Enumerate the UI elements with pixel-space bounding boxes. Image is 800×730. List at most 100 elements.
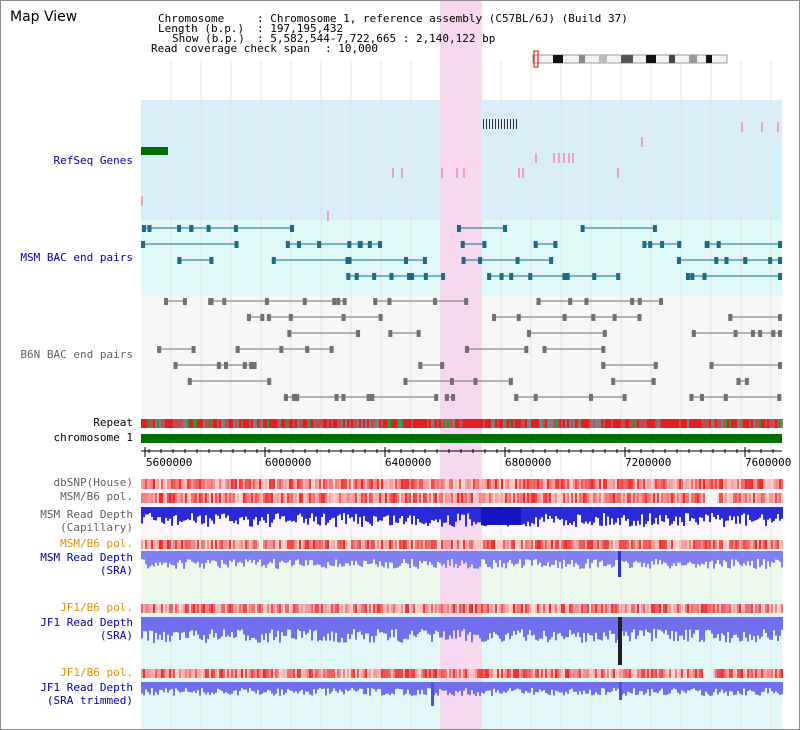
- read-depth-bar: [707, 617, 709, 630]
- read-depth-bar: [779, 507, 781, 521]
- polymorphism-heat-cell: [327, 669, 329, 678]
- repeat-segment: [373, 419, 375, 428]
- read-depth-bar: [389, 507, 391, 526]
- read-depth-bar: [693, 682, 695, 689]
- repeat-track-label[interactable]: Repeat: [93, 416, 133, 429]
- jf1-depth-trimmed-label-sub[interactable]: (SRA trimmed): [46, 694, 133, 707]
- msm-bac-pair-end: [389, 273, 394, 280]
- read-depth-bar: [307, 551, 309, 566]
- polymorphism-heat-cell: [315, 540, 317, 549]
- polymorphism-heat-cell: [657, 604, 659, 613]
- jf1-depth-sra-label[interactable]: JF1 Read Depth: [40, 616, 133, 629]
- refseq-track-label[interactable]: RefSeq Genes: [53, 154, 133, 167]
- read-depth-bar: [429, 617, 431, 635]
- polymorphism-heat-cell: [625, 493, 627, 503]
- polymorphism-heat-cell: [411, 604, 413, 613]
- repeat-segment: [759, 419, 761, 428]
- read-depth-bar: [339, 617, 341, 643]
- read-depth-bar: [367, 682, 369, 689]
- read-depth-bar: [715, 551, 717, 564]
- polymorphism-heat-cell: [141, 479, 143, 489]
- msm-bac-track-label[interactable]: MSM BAC end pairs: [20, 251, 133, 264]
- polymorphism-heat-cell: [479, 479, 481, 489]
- read-depth-bar: [171, 551, 173, 566]
- polymorphism-heat-cell: [621, 604, 623, 613]
- repeat-segment: [541, 419, 543, 428]
- chromosome-track-label[interactable]: chromosome 1: [53, 431, 133, 444]
- read-depth-bar: [735, 551, 737, 560]
- polymorphism-heat-cell: [525, 479, 527, 489]
- read-depth-bar: [567, 551, 569, 565]
- b6n-bac-track-label[interactable]: B6N BAC end pairs: [20, 348, 133, 361]
- read-depth-bar: [773, 507, 775, 521]
- polymorphism-heat-cell: [767, 540, 769, 549]
- read-depth-bar: [605, 551, 607, 567]
- polymorphism-heat-cell: [673, 493, 675, 503]
- repeat-segment: [323, 419, 325, 428]
- polymorphism-heat-cell: [265, 479, 267, 489]
- polymorphism-heat-cell: [393, 540, 395, 549]
- polymorphism-heat-cell: [309, 493, 311, 503]
- read-depth-bar: [187, 617, 189, 639]
- read-depth-bar: [363, 551, 365, 561]
- msm-depth-sra-label[interactable]: MSM Read Depth: [40, 551, 133, 564]
- polymorphism-heat-cell: [263, 669, 265, 678]
- jf1-b6-pol-track-label[interactable]: JF1/B6 pol.: [60, 601, 133, 614]
- read-depth-bar: [413, 551, 415, 567]
- read-depth-bar: [525, 617, 527, 641]
- polymorphism-heat-cell: [187, 669, 189, 678]
- repeat-segment: [195, 419, 197, 428]
- polymorphism-heat-cell: [585, 669, 587, 678]
- polymorphism-heat-cell: [483, 604, 485, 613]
- polymorphism-heat-cell: [605, 604, 607, 613]
- polymorphism-heat-cell: [721, 669, 723, 678]
- polymorphism-heat-cell: [581, 493, 583, 503]
- polymorphism-heat-cell: [365, 540, 367, 549]
- jf1-b6-pol-trimmed-track-label[interactable]: JF1/B6 pol.: [60, 666, 133, 679]
- polymorphism-heat-cell: [489, 493, 491, 503]
- polymorphism-heat-cell: [509, 493, 511, 503]
- polymorphism-heat-cell: [315, 604, 317, 613]
- read-depth-bar: [349, 551, 351, 566]
- read-depth-bar: [251, 617, 253, 638]
- polymorphism-heat-cell: [375, 540, 377, 549]
- read-depth-bar: [537, 507, 539, 527]
- polymorphism-heat-cell: [675, 540, 677, 549]
- msm-b6-pol-sra-track-label[interactable]: MSM/B6 pol.: [60, 537, 133, 550]
- jf1-depth-sra-label-sub[interactable]: (SRA): [99, 629, 133, 642]
- read-depth-bar: [589, 682, 591, 690]
- read-depth-bar: [395, 617, 397, 630]
- polymorphism-heat-cell: [213, 493, 215, 503]
- polymorphism-heat-cell: [307, 604, 309, 613]
- read-depth-bar: [285, 617, 287, 636]
- polymorphism-heat-cell: [557, 493, 559, 503]
- msm-b6-pol-track-label[interactable]: MSM/B6 pol.: [60, 490, 133, 503]
- polymorphism-heat-cell: [715, 479, 717, 489]
- polymorphism-heat-cell: [657, 669, 659, 678]
- read-depth-bar: [227, 682, 229, 694]
- polymorphism-heat-cell: [351, 493, 353, 503]
- read-depth-bar: [303, 617, 305, 632]
- polymorphism-heat-cell: [631, 540, 633, 549]
- msm-depth-sra-label-sub[interactable]: (SRA): [99, 564, 133, 577]
- msm-depth-capillary-label-sub[interactable]: (Capillary): [60, 521, 133, 534]
- polymorphism-heat-cell: [259, 604, 261, 613]
- read-depth-bar: [619, 507, 621, 526]
- repeat-segment: [735, 419, 737, 428]
- polymorphism-heat-cell: [217, 493, 219, 503]
- repeat-segment: [273, 419, 275, 428]
- dbsnp-track-label[interactable]: dbSNP(House): [53, 476, 133, 489]
- b6n-bac-pair-end: [208, 298, 213, 305]
- read-depth-bar: [525, 682, 527, 691]
- jf1-depth-trimmed-label[interactable]: JF1 Read Depth: [40, 681, 133, 694]
- read-depth-bar: [379, 507, 381, 521]
- polymorphism-heat-cell: [565, 493, 567, 503]
- polymorphism-heat-cell: [563, 604, 565, 613]
- polymorphism-heat-cell: [217, 540, 219, 549]
- read-depth-bar: [293, 682, 295, 693]
- msm-depth-capillary-label[interactable]: MSM Read Depth: [40, 508, 133, 521]
- read-depth-bar: [697, 617, 699, 630]
- read-depth-bar: [459, 682, 461, 691]
- msm-bac-pair-end: [690, 273, 695, 280]
